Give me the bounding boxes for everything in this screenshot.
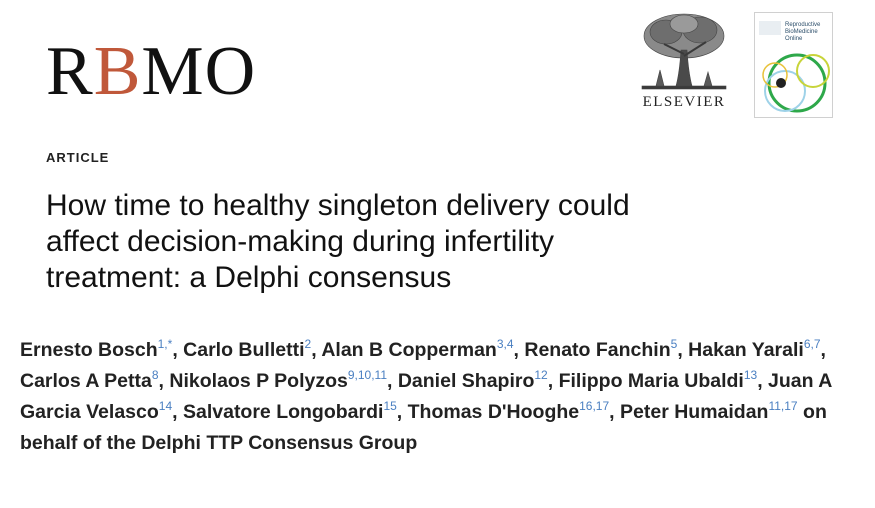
author-name[interactable]: Peter Humaidan bbox=[620, 401, 769, 423]
author-name[interactable]: Juan A Garcia Velasco bbox=[20, 370, 832, 423]
author-affiliation[interactable]: 13 bbox=[743, 368, 758, 382]
cover-title-line: BioMedicine bbox=[785, 29, 818, 35]
article-title-line: affect decision-making during infertilit… bbox=[46, 225, 555, 258]
author-affiliation[interactable]: 1,* bbox=[157, 337, 173, 351]
cover-circle-blue bbox=[764, 70, 806, 112]
author-name[interactable]: Filippo Maria Ubaldi bbox=[558, 370, 744, 392]
author-separator: , bbox=[172, 339, 184, 361]
authors-group-suffix: on behalf of the Delphi TTP Consensus Gr… bbox=[20, 401, 827, 454]
article-title: How time to healthy singleton delivery c… bbox=[46, 188, 786, 296]
cover-dot bbox=[776, 78, 786, 88]
cover-circle-lime bbox=[796, 54, 830, 88]
journal-cover-thumbnail[interactable]: Reproductive BioMedicine Online bbox=[754, 12, 833, 118]
author-affiliation[interactable]: 5 bbox=[670, 337, 678, 351]
elsevier-tree-icon bbox=[641, 13, 727, 90]
cover-circles-graphic bbox=[759, 21, 830, 113]
author-name[interactable]: Ernesto Bosch bbox=[20, 339, 158, 361]
author-affiliation[interactable]: 3,4 bbox=[496, 337, 514, 351]
author-affiliation[interactable]: 15 bbox=[383, 399, 397, 413]
author-name[interactable]: Nikolaos P Polyzos bbox=[169, 370, 348, 392]
article-type-label: ARTICLE bbox=[46, 150, 110, 165]
author-list: Ernesto Bosch1,*, Carlo Bulletti2, Alan … bbox=[20, 335, 860, 459]
author-separator: , bbox=[311, 339, 322, 361]
author-separator: , bbox=[172, 401, 183, 423]
journal-logo: RBMO bbox=[46, 36, 256, 108]
author-name[interactable]: Alan B Copperman bbox=[321, 339, 497, 361]
journal-logo-r: R bbox=[46, 33, 94, 110]
author-separator: , bbox=[396, 401, 408, 423]
author-affiliation[interactable]: 2 bbox=[304, 337, 312, 351]
author-separator: , bbox=[677, 339, 689, 361]
journal-logo-mo: MO bbox=[141, 33, 257, 110]
author-separator: , bbox=[820, 339, 826, 361]
publisher-name: ELSEVIER bbox=[642, 94, 726, 110]
author-name[interactable]: Carlos A Petta bbox=[20, 370, 152, 392]
author-affiliation[interactable]: 14 bbox=[158, 399, 173, 413]
author-affiliation[interactable]: 8 bbox=[151, 368, 159, 382]
article-title-line: treatment: a Delphi consensus bbox=[46, 261, 452, 294]
author-name[interactable]: Daniel Shapiro bbox=[397, 370, 535, 392]
author-separator: , bbox=[609, 401, 620, 423]
publisher-logo[interactable]: ELSEVIER bbox=[634, 10, 734, 111]
author-affiliation[interactable]: 11,17 bbox=[768, 399, 798, 413]
author-affiliation[interactable]: 12 bbox=[534, 368, 548, 382]
author-separator: , bbox=[387, 370, 398, 392]
author-separator: , bbox=[547, 370, 559, 392]
author-name[interactable]: Carlo Bulletti bbox=[183, 339, 305, 361]
cover-title-line: Reproductive bbox=[785, 22, 821, 28]
author-separator: , bbox=[757, 370, 769, 392]
journal-logo-b: B bbox=[93, 33, 142, 110]
author-name[interactable]: Hakan Yarali bbox=[688, 339, 804, 361]
author-name[interactable]: Renato Fanchin bbox=[524, 339, 671, 361]
author-affiliation[interactable]: 16,17 bbox=[579, 399, 610, 413]
author-separator: , bbox=[513, 339, 525, 361]
cover-circle-yellow bbox=[762, 62, 788, 88]
author-affiliation[interactable]: 6,7 bbox=[803, 337, 821, 351]
article-title-line: How time to healthy singleton delivery c… bbox=[46, 189, 630, 222]
author-name[interactable]: Thomas D'Hooghe bbox=[407, 401, 580, 423]
author-separator: , bbox=[158, 370, 170, 392]
author-affiliation[interactable]: 9,10,11 bbox=[347, 368, 387, 382]
cover-title-line: Online bbox=[785, 36, 803, 42]
cover-title: Reproductive BioMedicine Online bbox=[785, 22, 820, 43]
author-name[interactable]: Salvatore Longobardi bbox=[182, 401, 384, 423]
